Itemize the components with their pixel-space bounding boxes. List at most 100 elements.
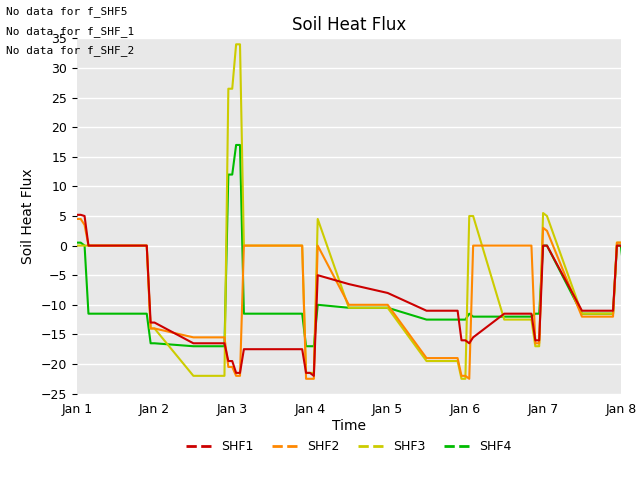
SHF4 — [310, 343, 317, 349]
SHF4 — [143, 311, 150, 317]
SHF2 — [345, 302, 353, 308]
SHF2 — [298, 243, 306, 249]
SHF3 — [73, 243, 81, 249]
SHF3 — [384, 305, 392, 311]
SHF1 — [240, 346, 248, 352]
SHF4 — [625, 272, 632, 278]
SHF1 — [302, 370, 310, 376]
Text: No data for f_SHF5: No data for f_SHF5 — [6, 6, 128, 17]
SHF1 — [345, 281, 353, 287]
SHF4 — [500, 314, 508, 320]
SHF3 — [527, 317, 535, 323]
SHF2 — [240, 243, 248, 249]
SHF1 — [527, 311, 535, 317]
SHF3 — [617, 240, 625, 245]
SHF2 — [225, 364, 232, 370]
SHF2 — [81, 222, 88, 228]
SHF2 — [143, 243, 150, 249]
SHF1 — [77, 212, 84, 218]
SHF1 — [461, 337, 469, 343]
SHF1 — [228, 358, 236, 364]
SHF4 — [147, 340, 154, 346]
SHF4 — [314, 302, 321, 308]
SHF1 — [617, 243, 625, 249]
SHF3 — [310, 370, 317, 376]
SHF4 — [225, 172, 232, 178]
SHF2 — [469, 243, 477, 249]
SHF4 — [540, 243, 547, 249]
SHF4 — [543, 243, 551, 249]
SHF3 — [500, 317, 508, 323]
SHF4 — [77, 240, 84, 245]
SHF1 — [465, 340, 473, 346]
SHF3 — [469, 213, 477, 219]
SHF4 — [617, 243, 625, 249]
SHF3 — [578, 311, 586, 317]
SHF4 — [461, 317, 469, 323]
SHF1 — [531, 337, 539, 343]
SHF3 — [240, 243, 248, 249]
SHF1 — [221, 340, 228, 346]
SHF3 — [458, 376, 465, 382]
SHF2 — [306, 376, 314, 382]
SHF1 — [458, 337, 465, 343]
SHF1 — [189, 340, 197, 346]
SHF2 — [221, 335, 228, 340]
SHF2 — [578, 314, 586, 320]
SHF2 — [422, 355, 430, 361]
SHF1 — [609, 308, 617, 313]
SHF1 — [535, 337, 543, 343]
SHF2 — [527, 243, 535, 249]
SHF2 — [77, 216, 84, 222]
SHF4 — [150, 340, 158, 346]
SHF4 — [465, 311, 473, 317]
SHF3 — [531, 343, 539, 349]
SHF1 — [225, 358, 232, 364]
Legend: SHF1, SHF2, SHF3, SHF4: SHF1, SHF2, SHF3, SHF4 — [181, 435, 516, 458]
SHF1 — [578, 308, 586, 313]
X-axis label: Time: Time — [332, 419, 366, 433]
SHF1 — [540, 243, 547, 249]
SHF3 — [150, 325, 158, 331]
SHF1 — [384, 290, 392, 296]
SHF1 — [422, 308, 430, 313]
SHF3 — [236, 41, 244, 47]
SHF4 — [306, 343, 314, 349]
SHF2 — [461, 373, 469, 379]
SHF3 — [543, 213, 551, 219]
SHF2 — [268, 243, 275, 249]
Text: TZ_fmet: TZ_fmet — [0, 479, 1, 480]
SHF3 — [232, 41, 240, 47]
Line: SHF2: SHF2 — [77, 219, 640, 379]
SHF1 — [81, 213, 88, 219]
SHF2 — [458, 373, 465, 379]
SHF4 — [384, 305, 392, 311]
SHF1 — [147, 320, 154, 325]
SHF3 — [535, 343, 543, 349]
SHF2 — [73, 216, 81, 222]
SHF1 — [613, 243, 621, 249]
SHF3 — [225, 86, 232, 92]
SHF3 — [540, 210, 547, 216]
SHF2 — [617, 240, 625, 245]
SHF3 — [228, 86, 236, 92]
SHF3 — [613, 240, 621, 245]
SHF3 — [461, 376, 469, 382]
SHF3 — [609, 311, 617, 317]
SHF2 — [147, 325, 154, 331]
SHF2 — [314, 243, 321, 249]
SHF3 — [81, 243, 88, 249]
SHF3 — [189, 373, 197, 379]
SHF4 — [228, 172, 236, 178]
SHF4 — [613, 243, 621, 249]
SHF4 — [578, 311, 586, 317]
SHF1 — [621, 249, 628, 254]
SHF1 — [73, 212, 81, 218]
SHF2 — [465, 376, 473, 382]
SHF4 — [298, 311, 306, 317]
SHF3 — [77, 243, 84, 249]
SHF1 — [298, 346, 306, 352]
SHF2 — [500, 243, 508, 249]
SHF4 — [232, 142, 240, 148]
SHF2 — [543, 228, 551, 234]
